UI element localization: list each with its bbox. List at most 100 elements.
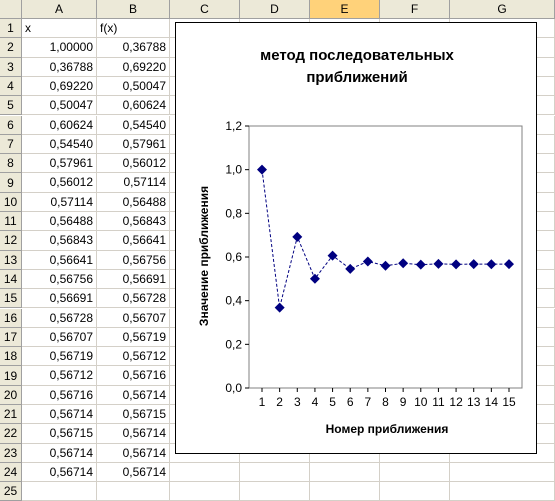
cell-b23[interactable]: 0,56714 bbox=[97, 443, 170, 463]
cell-b3[interactable]: 0,69220 bbox=[97, 57, 170, 77]
row-header-16[interactable]: 16 bbox=[0, 308, 22, 328]
cell-b24[interactable]: 0,56714 bbox=[97, 462, 170, 483]
cell-b17[interactable]: 0,56719 bbox=[97, 327, 170, 348]
data-point-marker bbox=[433, 258, 444, 269]
cell-a5[interactable]: 0,50047 bbox=[22, 96, 97, 116]
cell-b21[interactable]: 0,56715 bbox=[97, 405, 170, 425]
cell-a25[interactable] bbox=[22, 482, 97, 501]
row-header-22[interactable]: 22 bbox=[0, 424, 22, 444]
cell-a21[interactable]: 0,56714 bbox=[22, 405, 97, 425]
cell-b13[interactable]: 0,56756 bbox=[97, 250, 170, 270]
row-header-20[interactable]: 20 bbox=[0, 385, 22, 405]
cell-a2[interactable]: 1,00000 bbox=[22, 38, 97, 58]
cell-a9[interactable]: 0,56012 bbox=[22, 173, 97, 193]
cell-c25[interactable] bbox=[170, 482, 240, 501]
row-header-5[interactable]: 5 bbox=[0, 96, 22, 116]
cell-b18[interactable]: 0,56712 bbox=[97, 347, 170, 367]
row-header-18[interactable]: 18 bbox=[0, 347, 22, 367]
cell-a14[interactable]: 0,56756 bbox=[22, 269, 97, 290]
cell-g25[interactable] bbox=[450, 482, 555, 501]
row-header-2[interactable]: 2 bbox=[0, 38, 22, 58]
cell-b10[interactable]: 0,56488 bbox=[97, 192, 170, 212]
cell-a4[interactable]: 0,69220 bbox=[22, 76, 97, 97]
cell-e24[interactable] bbox=[310, 462, 380, 483]
row-header-17[interactable]: 17 bbox=[0, 327, 22, 348]
cell-b5[interactable]: 0,60624 bbox=[97, 96, 170, 116]
column-header-a[interactable]: A bbox=[22, 0, 97, 19]
cell-b16[interactable]: 0,56707 bbox=[97, 308, 170, 328]
plot-area bbox=[248, 125, 523, 389]
chart-object[interactable]: метод последовательных приближений Номер… bbox=[175, 22, 537, 454]
cell-f24[interactable] bbox=[380, 462, 450, 483]
cell-a12[interactable]: 0,56843 bbox=[22, 231, 97, 251]
row-header-24[interactable]: 24 bbox=[0, 462, 22, 483]
row-header-10[interactable]: 10 bbox=[0, 192, 22, 212]
cell-b15[interactable]: 0,56728 bbox=[97, 289, 170, 309]
row-header-14[interactable]: 14 bbox=[0, 269, 22, 290]
x-tick-label: 4 bbox=[312, 395, 319, 409]
cell-a1[interactable]: x bbox=[22, 19, 97, 39]
x-tick-label: 5 bbox=[329, 395, 336, 409]
select-all-corner[interactable] bbox=[0, 0, 22, 19]
cell-g24[interactable] bbox=[450, 462, 555, 483]
row-header-11[interactable]: 11 bbox=[0, 212, 22, 232]
row-header-4[interactable]: 4 bbox=[0, 76, 22, 97]
cell-a16[interactable]: 0,56728 bbox=[22, 308, 97, 328]
cell-a24[interactable]: 0,56714 bbox=[22, 462, 97, 483]
column-header-f[interactable]: F bbox=[380, 0, 450, 19]
cell-b22[interactable]: 0,56714 bbox=[97, 424, 170, 444]
row-header-9[interactable]: 9 bbox=[0, 173, 22, 193]
column-header-b[interactable]: B bbox=[97, 0, 170, 19]
cell-a11[interactable]: 0,56488 bbox=[22, 212, 97, 232]
cell-a18[interactable]: 0,56719 bbox=[22, 347, 97, 367]
column-header-d[interactable]: D bbox=[240, 0, 310, 19]
cell-b20[interactable]: 0,56714 bbox=[97, 385, 170, 405]
cell-b4[interactable]: 0,50047 bbox=[97, 76, 170, 97]
cell-a10[interactable]: 0,57114 bbox=[22, 192, 97, 212]
cell-d24[interactable] bbox=[240, 462, 310, 483]
row-header-6[interactable]: 6 bbox=[0, 115, 22, 135]
column-header-e[interactable]: E bbox=[310, 0, 380, 19]
cell-b7[interactable]: 0,57961 bbox=[97, 134, 170, 155]
cell-a8[interactable]: 0,57961 bbox=[22, 154, 97, 174]
cell-a15[interactable]: 0,56691 bbox=[22, 289, 97, 309]
cell-b12[interactable]: 0,56641 bbox=[97, 231, 170, 251]
row-header-23[interactable]: 23 bbox=[0, 443, 22, 463]
cell-b14[interactable]: 0,56691 bbox=[97, 269, 170, 290]
cell-b11[interactable]: 0,56843 bbox=[97, 212, 170, 232]
cell-a20[interactable]: 0,56716 bbox=[22, 385, 97, 405]
cell-a6[interactable]: 0,60624 bbox=[22, 115, 97, 135]
column-header-c[interactable]: C bbox=[170, 0, 240, 19]
row-header-21[interactable]: 21 bbox=[0, 405, 22, 425]
data-point-marker bbox=[327, 250, 338, 261]
cell-b25[interactable] bbox=[97, 482, 170, 501]
cell-a23[interactable]: 0,56714 bbox=[22, 443, 97, 463]
cell-c24[interactable] bbox=[170, 462, 240, 483]
cell-b1[interactable]: f(x) bbox=[97, 19, 170, 39]
row-header-7[interactable]: 7 bbox=[0, 134, 22, 155]
row-header-8[interactable]: 8 bbox=[0, 154, 22, 174]
row-header-12[interactable]: 12 bbox=[0, 231, 22, 251]
cell-a17[interactable]: 0,56707 bbox=[22, 327, 97, 348]
cell-b19[interactable]: 0,56716 bbox=[97, 366, 170, 386]
row-header-25[interactable]: 25 bbox=[0, 482, 22, 501]
cell-d25[interactable] bbox=[240, 482, 310, 501]
cell-e25[interactable] bbox=[310, 482, 380, 501]
cell-a13[interactable]: 0,56641 bbox=[22, 250, 97, 270]
row-header-3[interactable]: 3 bbox=[0, 57, 22, 77]
cell-b8[interactable]: 0,56012 bbox=[97, 154, 170, 174]
row-header-13[interactable]: 13 bbox=[0, 250, 22, 270]
cell-b2[interactable]: 0,36788 bbox=[97, 38, 170, 58]
cell-a7[interactable]: 0,54540 bbox=[22, 134, 97, 155]
row-header-19[interactable]: 19 bbox=[0, 366, 22, 386]
row-header-15[interactable]: 15 bbox=[0, 289, 22, 309]
cell-b9[interactable]: 0,57114 bbox=[97, 173, 170, 193]
cell-a3[interactable]: 0,36788 bbox=[22, 57, 97, 77]
cell-b6[interactable]: 0,54540 bbox=[97, 115, 170, 135]
cell-f25[interactable] bbox=[380, 482, 450, 501]
column-header-g[interactable]: G bbox=[450, 0, 555, 19]
cell-a19[interactable]: 0,56712 bbox=[22, 366, 97, 386]
row-header-1[interactable]: 1 bbox=[0, 19, 22, 39]
cell-a22[interactable]: 0,56715 bbox=[22, 424, 97, 444]
y-tick-label: 0,4 bbox=[225, 294, 242, 308]
